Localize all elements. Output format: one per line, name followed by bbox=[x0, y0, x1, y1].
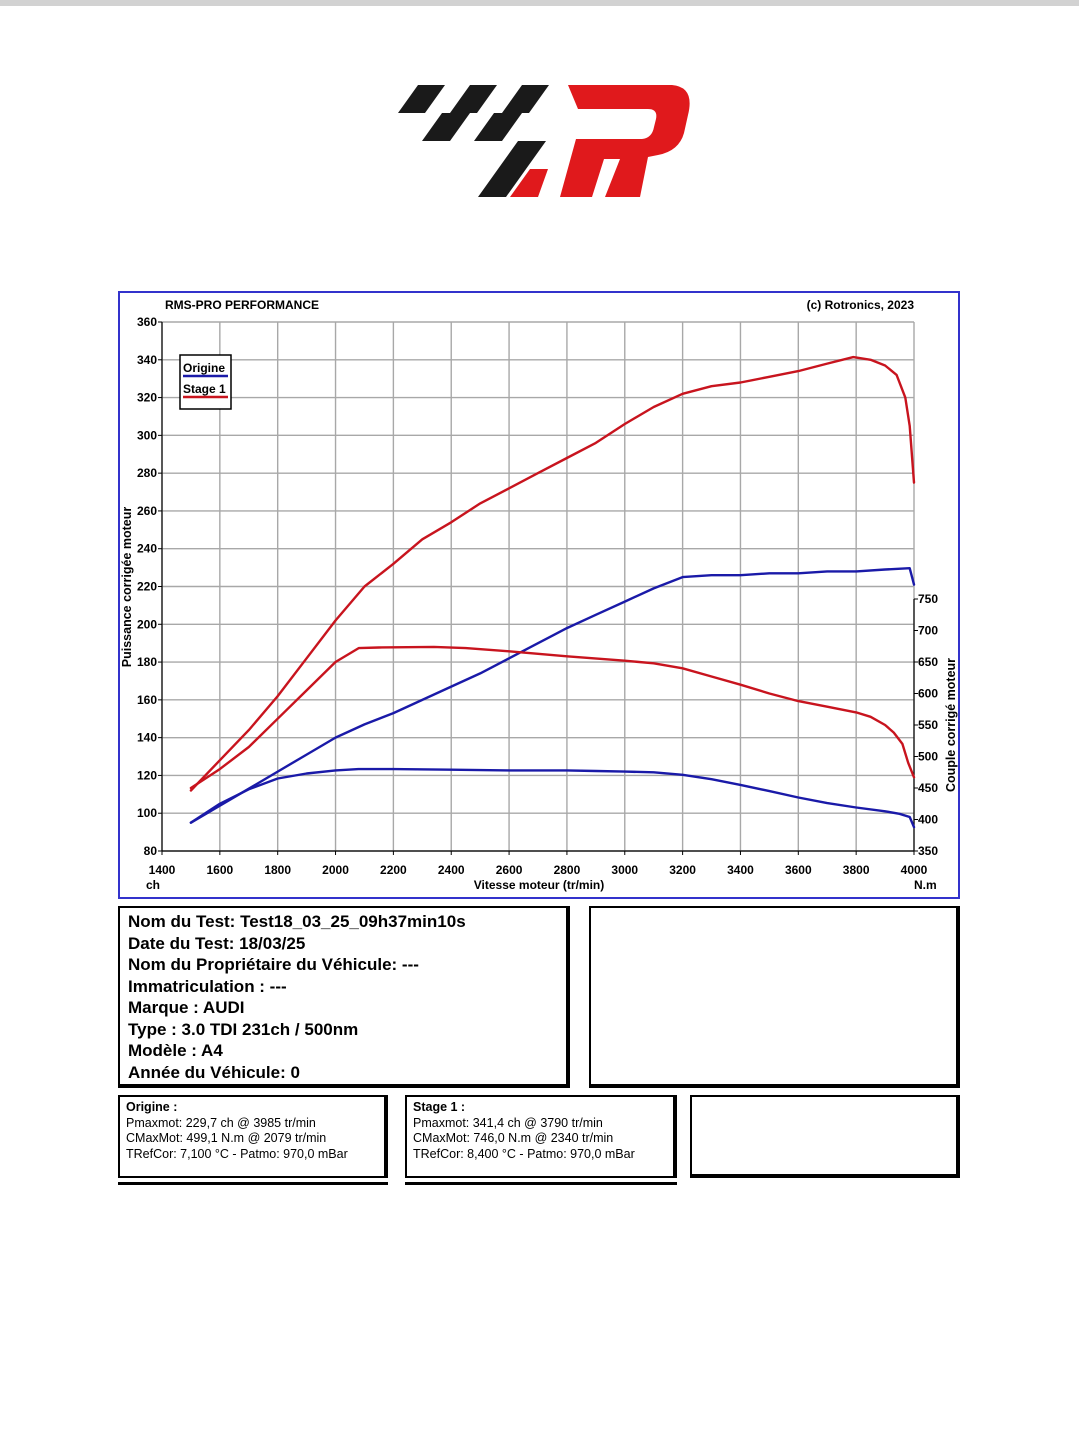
chart-grid bbox=[161, 321, 915, 852]
y-left-tick-label: 80 bbox=[144, 844, 158, 858]
logo-flag-shape bbox=[398, 85, 445, 113]
y-right-tick-label: 350 bbox=[918, 844, 938, 858]
legend-label-stage1: Stage 1 bbox=[183, 382, 226, 396]
y-left-tick-label: 340 bbox=[137, 353, 157, 367]
x-tick-label: 1800 bbox=[264, 863, 291, 877]
x-tick-label: 1600 bbox=[206, 863, 233, 877]
blank-notes-box bbox=[589, 906, 960, 1088]
test-date: Date du Test: 18/03/25 bbox=[128, 933, 306, 953]
y-left-tick-label: 360 bbox=[137, 315, 157, 329]
x-tick-label: 2800 bbox=[554, 863, 581, 877]
logo-flag-shape bbox=[450, 85, 497, 113]
origine-box-underline bbox=[118, 1182, 388, 1185]
y-right-tick-label: 600 bbox=[918, 687, 938, 701]
x-tick-label: 1400 bbox=[149, 863, 176, 877]
x-tick-label: 4000 bbox=[901, 863, 928, 877]
legend-label-origine: Origine bbox=[183, 361, 225, 375]
origine-max-power: Pmaxmot: 229,7 ch @ 3985 tr/min bbox=[126, 1115, 316, 1130]
logo-r-letter bbox=[560, 85, 690, 197]
brand-text: RMS-PRO PERFORMANCE bbox=[165, 298, 319, 312]
y-left-axis-label: Puissance corrigée moteur bbox=[120, 507, 134, 668]
test-info-box: Nom du Test: Test18_03_25_09h37min10s Da… bbox=[118, 906, 570, 1088]
logo-flag-shape bbox=[498, 141, 546, 169]
y-right-axis-label: Couple corrigé moteur bbox=[944, 658, 958, 792]
power-torque-chart: RMS-PRO PERFORMANCE (c) Rotronics, 2023 … bbox=[118, 291, 960, 899]
logo-flag-shape bbox=[510, 169, 548, 197]
y-left-tick-label: 280 bbox=[137, 466, 157, 480]
stage1-box-underline bbox=[405, 1182, 677, 1185]
y-left-tick-label: 300 bbox=[137, 428, 157, 442]
blank-results-box bbox=[690, 1095, 960, 1178]
y-left-tick-label: 140 bbox=[137, 731, 157, 745]
stage1-max-torque: CMaxMot: 746,0 N.m @ 2340 tr/min bbox=[413, 1131, 614, 1145]
y-right-tick-label: 500 bbox=[918, 750, 938, 764]
registration: Immatriculation : --- bbox=[128, 976, 287, 996]
rms-pro-logo bbox=[398, 85, 690, 197]
x-tick-label: 3600 bbox=[785, 863, 812, 877]
y-left-tick-label: 100 bbox=[137, 806, 157, 820]
y-left-tick-label: 260 bbox=[137, 504, 157, 518]
logo-flag-shape bbox=[474, 113, 522, 141]
y-left-axis-ticks: 80 100 120 140 160 180 200 220 240 260 280 300 320 34… bbox=[137, 315, 162, 858]
vehicle-brand: Marque : AUDI bbox=[128, 998, 245, 1017]
power-line-origine bbox=[189, 567, 916, 824]
x-unit-left: ch bbox=[146, 878, 160, 892]
origine-results-box: Origine : Pmaxmot: 229,7 ch @ 3985 tr/mi… bbox=[118, 1095, 388, 1178]
stage1-conditions: TRefCor: 8,400 °C - Patmo: 970,0 mBar bbox=[413, 1146, 635, 1161]
y-right-axis-ticks: 350 400 450 500 550 600 650 700 750 bbox=[914, 592, 938, 858]
y-right-tick-label: 400 bbox=[918, 813, 938, 827]
logo-flag-shape bbox=[422, 113, 470, 141]
top-bar bbox=[0, 0, 1079, 6]
origine-max-torque: CMaxMot: 499,1 N.m @ 2079 tr/min bbox=[126, 1131, 327, 1145]
x-tick-label: 2600 bbox=[496, 863, 523, 877]
y-right-tick-label: 450 bbox=[918, 781, 938, 795]
chart-series bbox=[189, 355, 916, 829]
x-tick-label: 3400 bbox=[727, 863, 754, 877]
chart-legend: Origine Stage 1 bbox=[179, 354, 232, 410]
x-axis-label: Vitesse moteur (tr/min) bbox=[474, 878, 604, 892]
x-tick-label: 2000 bbox=[322, 863, 349, 877]
test-name: Nom du Test: Test18_03_25_09h37min10s bbox=[128, 912, 466, 931]
y-right-tick-label: 650 bbox=[918, 655, 938, 669]
torque-line-stage1 bbox=[189, 645, 916, 790]
y-left-tick-label: 220 bbox=[137, 580, 157, 594]
logo-flag-shape bbox=[478, 169, 526, 197]
x-tick-label: 3800 bbox=[843, 863, 870, 877]
vehicle-owner: Nom du Propriétaire du Véhicule: --- bbox=[128, 955, 419, 974]
x-tick-label: 2200 bbox=[380, 863, 407, 877]
y-right-tick-label: 750 bbox=[918, 592, 938, 606]
vehicle-type: Type : 3.0 TDI 231ch / 500nm bbox=[128, 1019, 359, 1039]
x-tick-label: 3200 bbox=[669, 863, 696, 877]
x-unit-right: N.m bbox=[914, 878, 937, 892]
y-right-tick-label: 550 bbox=[918, 718, 938, 732]
y-left-tick-label: 240 bbox=[137, 542, 157, 556]
y-left-tick-label: 320 bbox=[137, 391, 157, 405]
power-line-stage1 bbox=[189, 355, 916, 792]
y-left-tick-label: 120 bbox=[137, 768, 157, 782]
origine-conditions: TRefCor: 7,100 °C - Patmo: 970,0 mBar bbox=[126, 1146, 348, 1161]
y-left-tick-label: 200 bbox=[137, 617, 157, 631]
origine-results-title: Origine : bbox=[126, 1100, 178, 1114]
logo-flag-shape bbox=[502, 85, 549, 113]
y-left-tick-label: 160 bbox=[137, 693, 157, 707]
stage1-results-box: Stage 1 : Pmaxmot: 341,4 ch @ 3790 tr/mi… bbox=[405, 1095, 677, 1178]
y-right-tick-label: 700 bbox=[918, 624, 938, 638]
x-axis-ticks: 1400 1600 1800 2000 2200 2400 2600 2800 3000 3200… bbox=[149, 851, 928, 877]
y-left-tick-label: 180 bbox=[137, 655, 157, 669]
vehicle-year: Année du Véhicule: 0 bbox=[128, 1062, 300, 1082]
vehicle-model: Modèle : A4 bbox=[128, 1041, 223, 1060]
chart-frame bbox=[118, 291, 960, 899]
x-tick-label: 3000 bbox=[611, 863, 638, 877]
x-tick-label: 2400 bbox=[438, 863, 465, 877]
stage1-max-power: Pmaxmot: 341,4 ch @ 3790 tr/min bbox=[413, 1115, 603, 1130]
stage1-results-title: Stage 1 : bbox=[413, 1100, 466, 1114]
copyright-text: (c) Rotronics, 2023 bbox=[807, 298, 915, 312]
torque-line-origine bbox=[189, 767, 916, 829]
legend-box bbox=[179, 354, 232, 410]
